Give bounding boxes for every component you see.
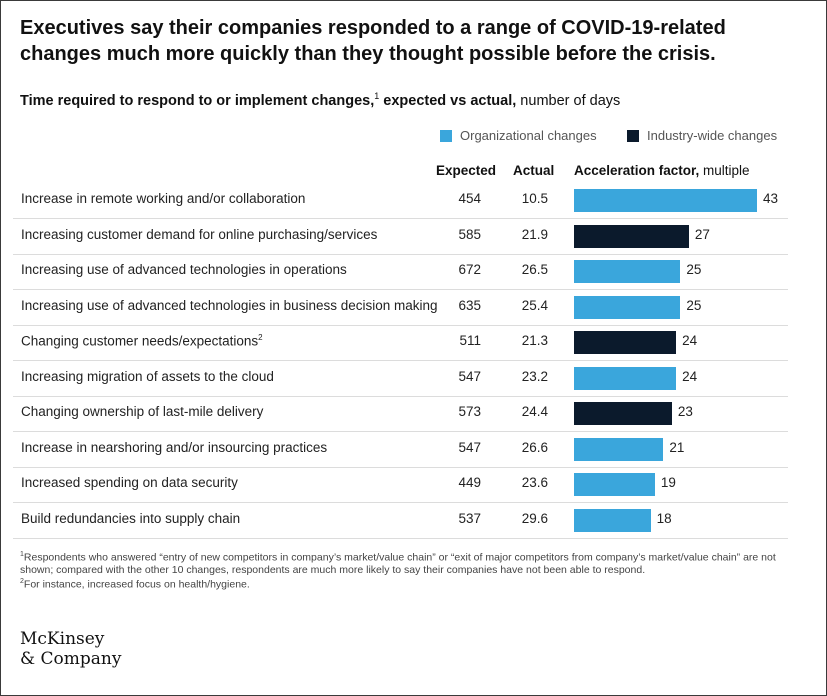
expected-value: 635 bbox=[458, 297, 481, 313]
mckinsey-logo: McKinsey & Company bbox=[20, 629, 121, 669]
subtitle-footnote-marker: 1 bbox=[374, 91, 380, 101]
acceleration-value: 18 bbox=[656, 510, 672, 526]
row-label-text: Increase in remote working and/or collab… bbox=[21, 191, 306, 206]
row-label: Increased spending on data security bbox=[21, 475, 238, 490]
acceleration-bar bbox=[574, 260, 681, 283]
footnote-1-marker: 1 bbox=[20, 551, 24, 558]
row-label-text: Increasing migration of assets to the cl… bbox=[21, 368, 274, 384]
row-label: Changing customer needs/expectations2 bbox=[21, 333, 263, 349]
table-row: Increasing migration of assets to the cl… bbox=[13, 361, 788, 397]
expected-value: 573 bbox=[458, 404, 481, 419]
expected-value: 537 bbox=[458, 510, 481, 526]
expected-value: 585 bbox=[458, 226, 481, 242]
table-row: Increasing use of advanced technologies … bbox=[13, 254, 788, 290]
acceleration-bar bbox=[574, 402, 672, 425]
acceleration-value: 43 bbox=[763, 191, 779, 206]
row-label-text: Increasing customer demand for online pu… bbox=[21, 226, 378, 242]
acceleration-header-unit: multiple bbox=[699, 163, 750, 178]
logo-line-1: McKinsey bbox=[20, 629, 105, 649]
footnote-2-marker: 2 bbox=[20, 577, 24, 585]
table-row: Increased spending on data security 449 23… bbox=[13, 467, 788, 503]
row-label-text: Increasing use of advanced technologies … bbox=[21, 297, 438, 313]
row-label-text: Increasing use of advanced technologies … bbox=[21, 262, 347, 277]
actual-value: 21.3 bbox=[521, 333, 548, 348]
acceleration-bar bbox=[574, 508, 651, 532]
actual-value: 26.5 bbox=[521, 262, 548, 277]
acceleration-value: 25 bbox=[686, 262, 702, 277]
table-row: Increasing customer demand for online pu… bbox=[13, 219, 788, 255]
table-row: Increase in nearshoring and/or insourcin… bbox=[13, 432, 788, 468]
expected-value: 672 bbox=[458, 262, 481, 277]
row-label: Increase in nearshoring and/or insourcin… bbox=[21, 440, 327, 455]
acceleration-header-bold: Acceleration factor, bbox=[574, 163, 700, 178]
table-row: Increase in remote working and/or collab… bbox=[13, 183, 788, 219]
row-label: Build redundancies into supply chain bbox=[21, 511, 240, 526]
acceleration-bar bbox=[574, 295, 681, 319]
subtitle-bold-2: expected vs actual, bbox=[379, 92, 517, 109]
actual-value: 24.4 bbox=[521, 404, 548, 419]
column-header-acceleration: Acceleration factor, multiple bbox=[574, 163, 750, 178]
row-label: Increasing use of advanced technologies … bbox=[21, 298, 438, 313]
footnote-1: 1Respondents who answered “entry of new … bbox=[20, 549, 800, 576]
logo-line-2: & Company bbox=[20, 649, 122, 669]
subtitle-unit: number of days bbox=[516, 92, 621, 109]
legend-swatch-industry bbox=[627, 129, 639, 142]
chart-subtitle: Time required to respond to or implement… bbox=[20, 91, 620, 109]
expected-value: 511 bbox=[459, 333, 481, 348]
row-label: Increasing migration of assets to the cl… bbox=[21, 369, 274, 384]
row-label: Increasing use of advanced technologies … bbox=[21, 262, 347, 277]
footnote-2: 2For instance, increased focus on health… bbox=[20, 576, 800, 591]
subtitle-bold: Time required to respond to or implement… bbox=[20, 92, 375, 109]
acceleration-bar bbox=[574, 366, 677, 390]
expected-value: 449 bbox=[458, 475, 481, 490]
acceleration-bar bbox=[574, 437, 664, 461]
acceleration-bar bbox=[574, 189, 757, 212]
acceleration-value: 23 bbox=[677, 404, 693, 419]
acceleration-value: 25 bbox=[686, 297, 702, 313]
actual-value: 21.9 bbox=[521, 226, 548, 242]
acceleration-bar bbox=[574, 473, 655, 496]
footnotes: 1Respondents who answered “entry of new … bbox=[20, 549, 800, 590]
acceleration-value: 19 bbox=[660, 475, 676, 490]
row-label-text: Increased spending on data security bbox=[21, 475, 238, 490]
acceleration-value: 24 bbox=[682, 368, 698, 384]
footnote-1-text: Respondents who answered “entry of new c… bbox=[20, 551, 776, 576]
actual-value: 26.6 bbox=[521, 439, 548, 455]
actual-value: 23.6 bbox=[521, 475, 548, 490]
footnote-2-text: For instance, increased focus on health/… bbox=[23, 578, 250, 590]
table-row: Changing customer needs/expectations2 511… bbox=[13, 325, 788, 361]
legend-item-organizational: Organizational changes bbox=[440, 128, 597, 143]
actual-value: 10.5 bbox=[521, 191, 548, 206]
actual-value: 25.4 bbox=[521, 297, 548, 313]
row-label-text: Increase in nearshoring and/or insourcin… bbox=[21, 439, 328, 455]
acceleration-bar bbox=[574, 331, 677, 354]
row-label: Increase in remote working and/or collab… bbox=[21, 191, 305, 206]
row-label-footnote-marker: 2 bbox=[258, 333, 263, 342]
actual-value: 23.2 bbox=[521, 368, 548, 384]
legend-label-industry: Industry-wide changes bbox=[647, 128, 778, 143]
legend-item-industry: Industry-wide changes bbox=[627, 128, 777, 143]
expected-value: 454 bbox=[458, 191, 481, 206]
legend-swatch-organizational bbox=[440, 129, 452, 142]
chart-title: Executives say their companies responded… bbox=[20, 17, 726, 65]
row-label-text: Changing customer needs/expectations bbox=[21, 333, 259, 349]
expected-value: 547 bbox=[458, 368, 481, 384]
column-header-actual: Actual bbox=[513, 163, 555, 178]
acceleration-value: 27 bbox=[694, 226, 710, 242]
row-label: Changing ownership of last-mile delivery bbox=[21, 404, 263, 419]
acceleration-bar bbox=[574, 224, 689, 248]
row-label-text: Build redundancies into supply chain bbox=[21, 510, 241, 526]
actual-value: 29.6 bbox=[521, 510, 548, 526]
table-row: Build redundancies into supply chain 537 2… bbox=[13, 503, 788, 539]
table-row: Increasing use of advanced technologies … bbox=[13, 290, 788, 326]
expected-value: 547 bbox=[458, 439, 481, 455]
acceleration-value: 24 bbox=[682, 333, 698, 348]
acceleration-value: 21 bbox=[669, 439, 685, 455]
table-row: Changing ownership of last-mile delivery… bbox=[13, 396, 788, 432]
row-label-text: Changing ownership of last-mile delivery bbox=[21, 404, 264, 419]
column-header-expected: Expected bbox=[436, 163, 497, 178]
legend-label-organizational: Organizational changes bbox=[460, 128, 597, 143]
row-label: Increasing customer demand for online pu… bbox=[21, 227, 377, 242]
